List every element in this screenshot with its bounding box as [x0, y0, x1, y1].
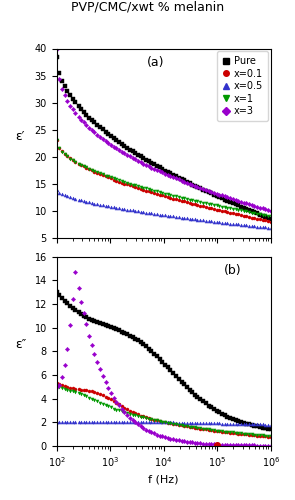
Y-axis label: ε″: ε″: [15, 338, 26, 351]
Text: (b): (b): [224, 264, 241, 277]
Text: (a): (a): [147, 56, 164, 69]
Legend: Pure, x=0.1, x=0.5, x=1, x=3: Pure, x=0.1, x=0.5, x=1, x=3: [217, 52, 268, 121]
Y-axis label: ε′: ε′: [16, 130, 25, 143]
X-axis label: f (Hz): f (Hz): [148, 475, 179, 485]
Text: PVP/CMC/xwt % melanin: PVP/CMC/xwt % melanin: [71, 1, 224, 14]
